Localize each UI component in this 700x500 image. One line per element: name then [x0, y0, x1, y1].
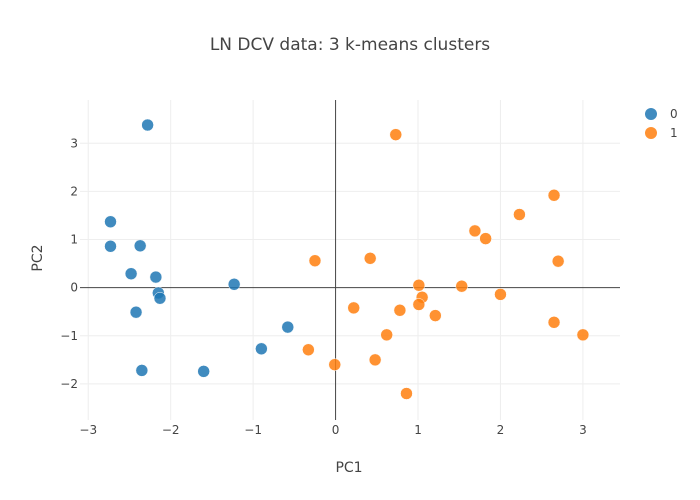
- chart-title: LN DCV data: 3 k-means clusters: [210, 35, 490, 55]
- data-point-series-0[interactable]: [197, 365, 210, 378]
- data-point-series-1[interactable]: [328, 358, 341, 371]
- data-point-series-1[interactable]: [547, 316, 561, 329]
- data-point-series-1[interactable]: [393, 304, 407, 317]
- data-point-series-0[interactable]: [227, 278, 241, 291]
- data-point-series-1[interactable]: [479, 232, 492, 245]
- data-point-series-1[interactable]: [412, 298, 426, 311]
- data-point-series-1[interactable]: [547, 189, 561, 202]
- x-tick-label: 2: [497, 423, 505, 437]
- data-point-series-1[interactable]: [494, 288, 507, 301]
- data-point-series-1[interactable]: [389, 128, 403, 141]
- x-tick-label: 3: [579, 423, 587, 437]
- y-tick-label: −1: [60, 329, 78, 343]
- x-tick-label: 1: [414, 423, 422, 437]
- legend-label-1[interactable]: 1: [670, 126, 678, 140]
- y-tick-label: 0: [70, 281, 78, 295]
- data-point-series-0[interactable]: [141, 118, 154, 132]
- legend: 01: [645, 107, 678, 140]
- data-point-series-0[interactable]: [149, 270, 163, 284]
- data-point-series-0[interactable]: [133, 239, 147, 253]
- x-tick-label: −1: [244, 423, 262, 437]
- data-point-series-1[interactable]: [551, 254, 565, 268]
- data-point-series-1[interactable]: [368, 353, 382, 367]
- data-points: [104, 118, 590, 400]
- data-point-series-1[interactable]: [412, 279, 426, 292]
- tick-labels: −3 −2 −1 0 1 2 3 −2 −1 0 1 2 3: [60, 136, 586, 437]
- y-tick-label: 1: [70, 233, 78, 247]
- data-point-series-0[interactable]: [104, 240, 117, 253]
- x-tick-label: −2: [162, 423, 180, 437]
- data-point-series-0[interactable]: [124, 267, 138, 280]
- x-axis-title: PC1: [335, 460, 362, 476]
- legend-marker-1[interactable]: [645, 127, 657, 139]
- data-point-series-1[interactable]: [513, 208, 526, 221]
- data-point-series-1[interactable]: [576, 328, 590, 342]
- data-point-series-0[interactable]: [129, 305, 143, 319]
- zero-lines: [80, 100, 620, 420]
- x-tick-label: −3: [79, 423, 97, 437]
- data-point-series-1[interactable]: [363, 252, 377, 265]
- legend-marker-0[interactable]: [645, 108, 657, 120]
- y-axis-title: PC2: [30, 244, 46, 271]
- data-point-series-1[interactable]: [468, 224, 482, 238]
- data-point-series-1[interactable]: [308, 254, 322, 267]
- data-point-series-0[interactable]: [135, 364, 149, 377]
- data-point-series-1[interactable]: [347, 301, 360, 315]
- y-tick-label: 2: [70, 184, 78, 198]
- data-point-series-1[interactable]: [400, 387, 413, 400]
- data-point-series-1[interactable]: [429, 309, 442, 322]
- data-point-series-0[interactable]: [255, 342, 268, 356]
- y-tick-label: 3: [70, 136, 78, 150]
- data-point-series-1[interactable]: [455, 279, 468, 293]
- x-tick-label: 0: [332, 423, 340, 437]
- grid-layer: [80, 100, 620, 420]
- data-point-series-0[interactable]: [104, 215, 117, 228]
- data-point-series-0[interactable]: [153, 292, 167, 305]
- data-point-series-1[interactable]: [302, 343, 315, 356]
- legend-label-0[interactable]: 0: [670, 107, 678, 121]
- y-tick-label: −2: [60, 377, 78, 391]
- data-point-series-0[interactable]: [281, 320, 295, 334]
- data-point-series-1[interactable]: [380, 328, 393, 342]
